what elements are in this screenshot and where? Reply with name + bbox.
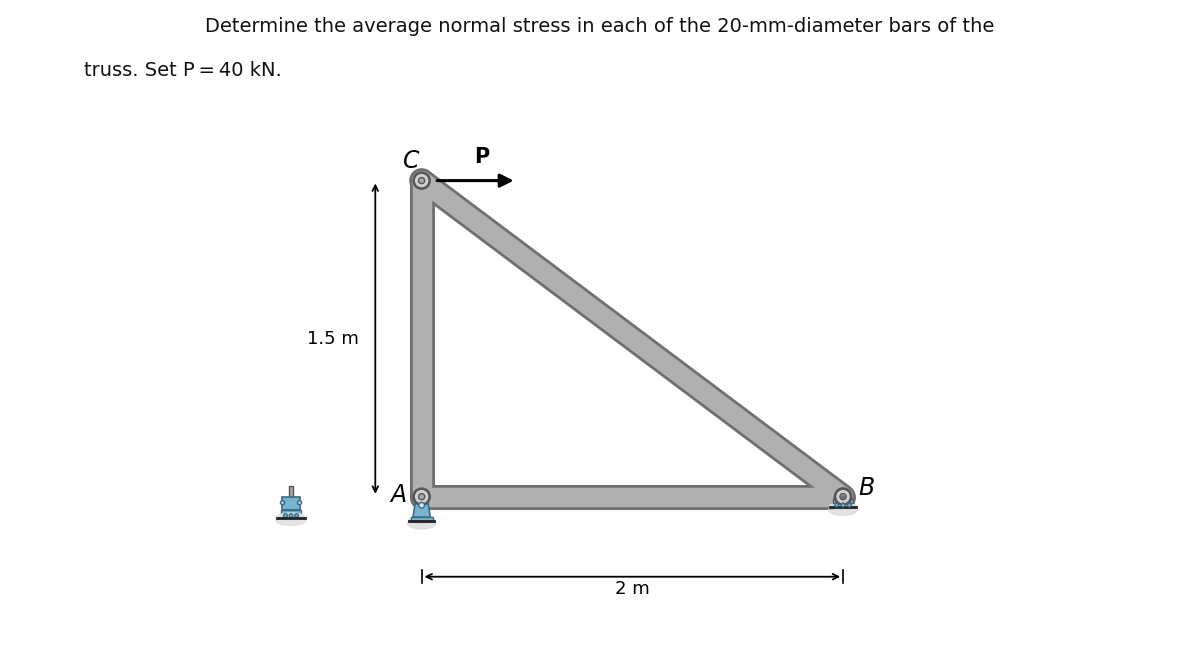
Circle shape (419, 502, 425, 508)
Circle shape (414, 488, 430, 505)
Ellipse shape (408, 517, 436, 529)
Polygon shape (833, 500, 853, 503)
Circle shape (281, 501, 284, 505)
Circle shape (840, 494, 846, 500)
Polygon shape (834, 488, 852, 500)
Text: A: A (390, 482, 407, 506)
Text: P: P (474, 147, 490, 167)
Ellipse shape (276, 515, 306, 525)
Text: Determine the average normal stress in each of the 20-mm-diameter bars of the: Determine the average normal stress in e… (205, 16, 995, 36)
Polygon shape (413, 498, 431, 517)
Circle shape (419, 178, 425, 183)
Circle shape (289, 513, 293, 517)
Circle shape (835, 503, 839, 507)
Ellipse shape (409, 516, 434, 523)
Polygon shape (282, 498, 300, 510)
Circle shape (298, 501, 301, 505)
Text: truss. Set P = 40 kN.: truss. Set P = 40 kN. (84, 61, 282, 80)
Ellipse shape (277, 513, 305, 521)
Polygon shape (289, 486, 293, 502)
Circle shape (847, 503, 851, 507)
Circle shape (295, 513, 299, 517)
Circle shape (842, 496, 844, 498)
Circle shape (283, 513, 287, 517)
Text: B: B (858, 477, 875, 500)
Polygon shape (410, 517, 433, 521)
Circle shape (419, 494, 425, 500)
Ellipse shape (829, 502, 857, 510)
Ellipse shape (829, 504, 857, 515)
Circle shape (835, 488, 851, 505)
Text: 1.5 m: 1.5 m (307, 329, 359, 348)
Text: 2 m: 2 m (614, 580, 649, 599)
Circle shape (414, 173, 430, 189)
Circle shape (841, 503, 845, 507)
Polygon shape (281, 510, 301, 513)
Text: C: C (403, 148, 419, 173)
Circle shape (840, 494, 846, 500)
